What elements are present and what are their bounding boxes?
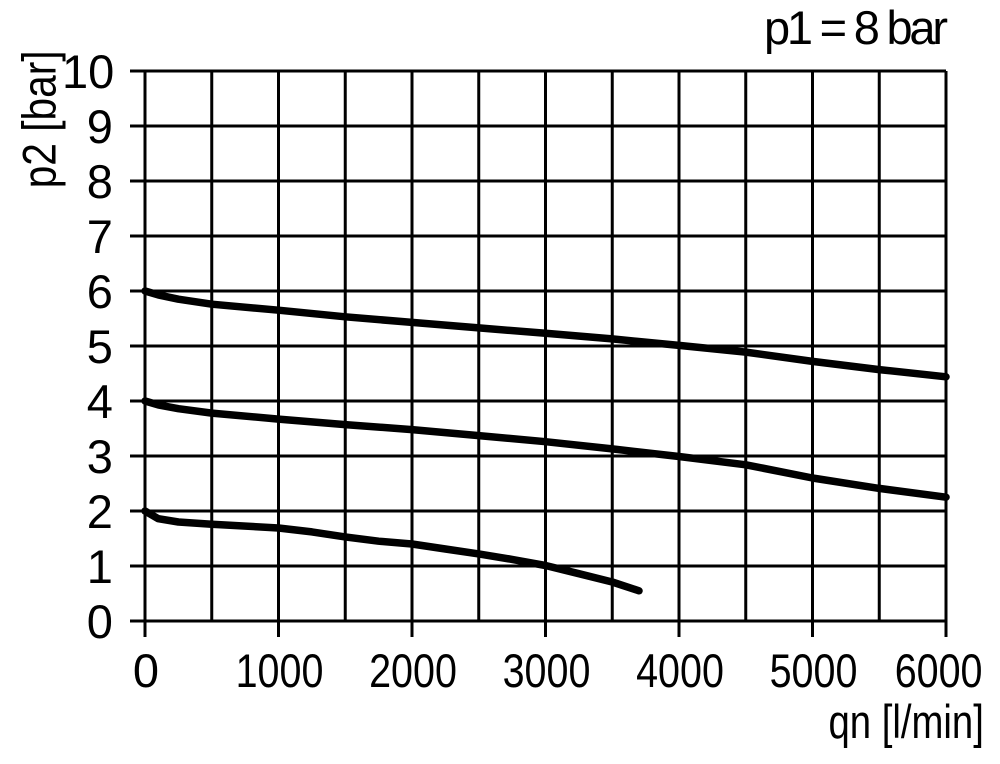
svg-text:3: 3 [87,430,113,483]
svg-text:0: 0 [133,644,159,697]
svg-text:p1 = 8 bar: p1 = 8 bar [764,1,948,54]
svg-text:6: 6 [87,265,113,318]
svg-text:qn [l/min]: qn [l/min] [829,696,984,749]
svg-text:2: 2 [87,485,113,538]
svg-text:9: 9 [87,100,113,153]
svg-text:6000: 6000 [895,646,983,698]
svg-text:0: 0 [87,595,113,648]
svg-text:4000: 4000 [636,646,724,698]
svg-text:8: 8 [87,155,113,208]
svg-text:5000: 5000 [770,646,858,698]
svg-text:2000: 2000 [369,646,457,698]
svg-text:4: 4 [87,375,113,428]
svg-text:1000: 1000 [236,646,324,698]
svg-text:10: 10 [62,45,114,98]
svg-text:7: 7 [87,210,113,263]
svg-text:p2 [bar]: p2 [bar] [14,50,66,188]
svg-text:3000: 3000 [503,646,591,698]
svg-text:5: 5 [87,320,113,373]
svg-text:1: 1 [87,540,113,593]
